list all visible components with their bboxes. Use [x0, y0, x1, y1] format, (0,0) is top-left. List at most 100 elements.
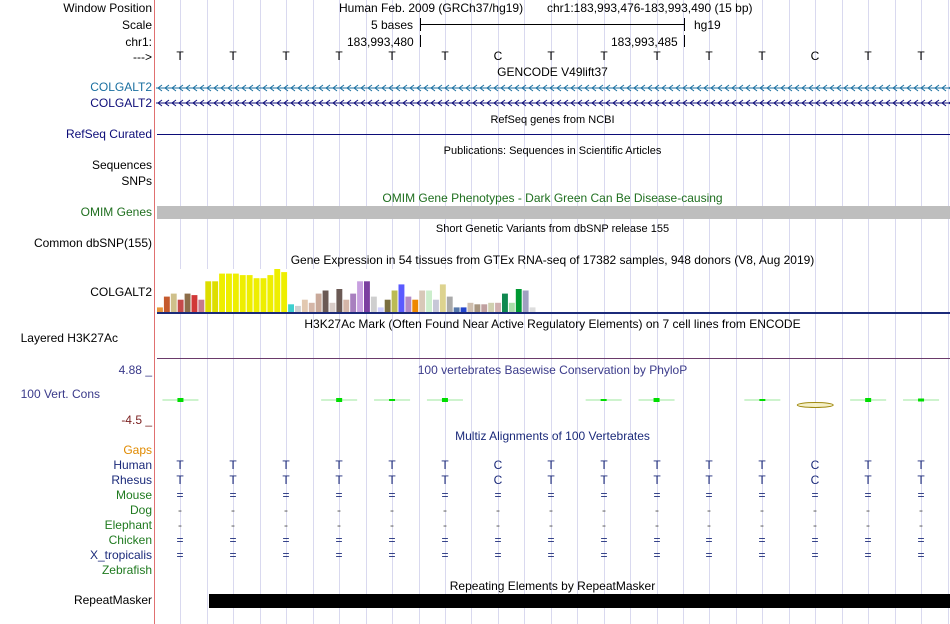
strand-arrow: [920, 99, 926, 107]
strand-arrow: [262, 84, 268, 92]
alignment-cell: =: [917, 488, 925, 502]
strand-arrow: [479, 84, 485, 92]
alignment-cell: T: [705, 458, 713, 472]
alignment-cell: =: [494, 488, 502, 502]
strand-arrow: [304, 84, 310, 92]
alignment-cell: T: [705, 473, 713, 487]
strand-arrow: [906, 84, 912, 92]
alignment-cell: T: [547, 473, 555, 487]
gtex-tissue-bar: [260, 278, 267, 312]
gtex-tissue-bar: [467, 302, 474, 312]
strand-arrow: [304, 99, 310, 107]
strand-arrow: [815, 84, 821, 92]
refseq-gene-line[interactable]: [157, 134, 950, 135]
base-letter: C: [493, 49, 503, 63]
alignment-cell: =: [705, 548, 713, 562]
coord-left-tick: [420, 35, 421, 47]
alignment-cell: -: [707, 518, 711, 532]
repeatmasker-track-label[interactable]: RepeatMasker: [73, 593, 152, 607]
strand-arrow: [486, 99, 492, 107]
gtex-tissue-bar: [391, 290, 398, 312]
strand-arrow: [178, 84, 184, 92]
alignment-cell: -: [443, 518, 447, 532]
strand-arrow: [591, 99, 597, 107]
pubs-snps-label[interactable]: SNPs: [121, 174, 152, 188]
alignment-cell: C: [810, 458, 820, 472]
strand-arrow: [787, 84, 793, 92]
gencode-gene-label-2[interactable]: COLGALT2: [90, 96, 152, 110]
strand-arrow: [437, 99, 443, 107]
strand-arrow: [857, 84, 863, 92]
alignment-cell: -: [919, 503, 923, 517]
phylop-chart[interactable]: [157, 375, 950, 425]
strand-arrow: [913, 84, 919, 92]
phylop-score-mark: [865, 398, 872, 402]
strand-arrow: [633, 84, 639, 92]
gtex-tissue-bar: [439, 284, 446, 312]
strand-label: --->: [133, 50, 152, 64]
strand-arrow: [913, 99, 919, 107]
phylop-min-label: -4.5 _: [121, 413, 152, 427]
strand-arrow: [703, 99, 709, 107]
strand-arrow: [290, 99, 296, 107]
gencode-gene-label-1[interactable]: COLGALT2: [90, 80, 152, 94]
gtex-chart[interactable]: [157, 269, 537, 312]
omim-track-label[interactable]: OMIM Genes: [80, 205, 152, 219]
alignment-cell: T: [335, 458, 343, 472]
pubs-sequences-label[interactable]: Sequences: [91, 158, 152, 172]
strand-arrow: [710, 99, 716, 107]
strand-arrow: [689, 84, 695, 92]
omim-feature-bar[interactable]: [157, 206, 950, 219]
strand-arrow: [920, 84, 926, 92]
alignment-cell: -: [496, 503, 500, 517]
repeatmasker-feature[interactable]: [209, 594, 950, 608]
strand-arrow: [542, 84, 548, 92]
alignment-cell: =: [335, 533, 343, 547]
strand-arrow: [668, 99, 674, 107]
refseq-track-label[interactable]: RefSeq Curated: [65, 127, 152, 141]
phylop-score-mark: [918, 398, 925, 402]
strand-arrow: [402, 99, 408, 107]
gtex-tissue-bar: [336, 289, 343, 312]
strand-arrow: [836, 84, 842, 92]
strand-arrow: [171, 84, 177, 92]
omim-track-title: OMIM Gene Phenotypes - Dark Green Can Be…: [382, 191, 723, 205]
gtex-tissue-bar: [495, 302, 501, 312]
gtex-tissue-bar: [232, 273, 239, 312]
gtex-tissue-bar: [301, 299, 308, 312]
gtex-baseline: [157, 312, 950, 314]
phylop-score-mark: [441, 398, 448, 402]
alignment-cell: =: [335, 548, 343, 562]
strand-arrow: [367, 84, 373, 92]
h3k27ac-track-label[interactable]: Layered H3K27Ac: [20, 331, 118, 345]
strand-arrow: [675, 99, 681, 107]
gtex-tissue-bar: [398, 284, 405, 312]
strand-arrow: [598, 99, 604, 107]
alignment-cell: =: [229, 548, 237, 562]
strand-arrow: [185, 84, 191, 92]
strand-arrow: [451, 99, 457, 107]
strand-arrow: [458, 84, 464, 92]
strand-arrow: [731, 84, 737, 92]
strand-arrow: [500, 84, 506, 92]
alignment-cell: T: [441, 473, 449, 487]
alignment-cell: -: [496, 518, 500, 532]
dbsnp-track-label[interactable]: Common dbSNP(155): [33, 236, 152, 250]
strand-arrow: [248, 99, 254, 107]
gtex-tissue-bar: [170, 293, 177, 312]
gtex-gene-label[interactable]: COLGALT2: [90, 285, 152, 299]
phylop-track-label[interactable]: 100 Vert. Cons: [20, 387, 100, 401]
alignment-cell: C: [810, 473, 820, 487]
strand-arrow: [948, 86, 950, 90]
coord-left: 183,993,480: [347, 35, 414, 49]
strand-arrow: [255, 99, 261, 107]
strand-arrow: [332, 84, 338, 92]
gencode-gene-models[interactable]: [156, 82, 950, 110]
strand-arrow: [591, 84, 597, 92]
strand-arrow: [570, 84, 576, 92]
h3k27ac-signal-line[interactable]: [157, 358, 950, 359]
gtex-tissue-bar: [184, 293, 191, 312]
alignment-cell: =: [388, 488, 396, 502]
strand-arrow: [766, 99, 772, 107]
